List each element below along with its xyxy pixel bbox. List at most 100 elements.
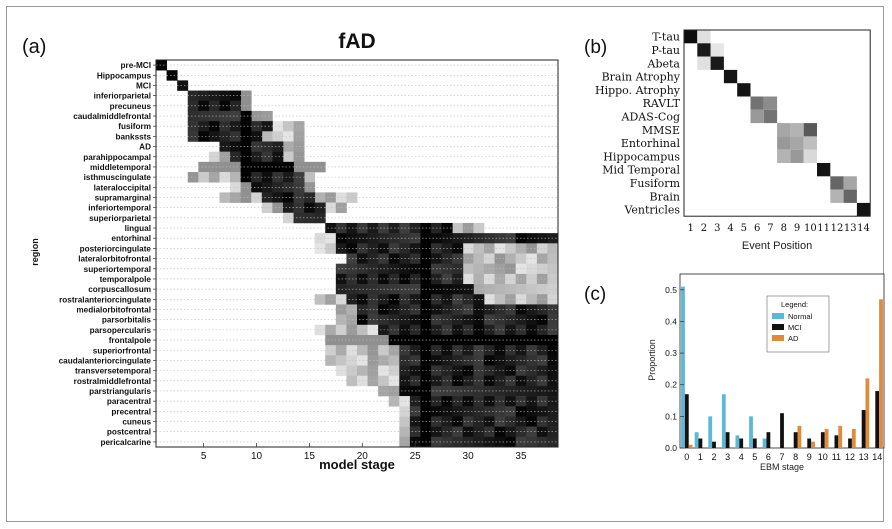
heatmap-a-cell-faint [314,233,326,244]
heatmap-a-cell [198,110,210,122]
x-tick-label-a: 20 [357,451,369,462]
bar-normal [694,432,699,448]
heatmap-a-cell [198,90,210,102]
heatmap-a-cell-faint [251,192,263,203]
heatmap-a-cell [335,263,347,275]
heatmap-a-cell-faint [304,182,316,193]
heatmap-a-cell-faint [325,243,337,254]
x-tick-label-b: 6 [754,223,760,234]
legend-swatch [772,324,784,330]
region-label: precuneus [110,102,152,111]
bar-normal [721,394,726,448]
heatmap-a-cell [219,100,231,112]
heatmap-a-cell [240,151,252,163]
heatmap-b-cell [710,43,724,57]
region-label: corpuscallosum [88,285,151,294]
bar-normal [735,435,740,448]
heatmap-a-cell-faint [272,121,284,132]
heatmap-a-cell-faint [325,355,337,366]
event-label: ADAS-Cog [621,110,680,123]
heatmap-a-cell-faint [219,151,231,163]
heatmap-b-cell [697,56,711,70]
x-tick-label-c: 7 [779,452,784,462]
heatmap-a-cell [357,284,368,295]
heatmap-a-cell [261,161,273,173]
heatmap-a-cell-faint [325,202,337,214]
heatmap-a-cell-faint [335,314,347,326]
heatmap-a-cell [346,222,358,234]
heatmap-a-cell [335,284,347,295]
x-tick-label-c: 1 [698,452,703,462]
x-tick-label-b: 1 [687,223,693,234]
heatmap-a-cell [346,243,358,254]
region-label: lateraloccipital [94,183,151,192]
legend-swatch [772,313,784,319]
region-label: frontalpole [109,336,152,345]
heatmap-a-cell-faint [314,294,326,305]
panel-c-label: (c) [584,284,606,305]
heatmap-a-cell-faint [240,182,252,193]
panel-b-label: (b) [584,37,607,58]
heatmap-a-cell-faint [357,345,368,356]
heatmap-a-cell [357,304,368,315]
heatmap-a-cell-faint [325,233,337,244]
region-label: medialorbitofrontal [76,306,151,315]
region-label: pre-MCI [121,61,151,70]
heatmap-a-cell [293,202,305,214]
y-tick-label-c: 0.4 [665,316,677,326]
bar-ad [811,441,815,448]
heatmap-a-cell-faint [198,161,210,173]
legend-title: Legend: [781,300,808,309]
heatmap-a-cell [261,121,273,132]
y-tick-label-c: 0.1 [665,411,677,421]
heatmap-a-cell-faint [219,172,231,183]
x-tick-label-b: 12 [831,223,844,234]
x-tick-label-a: 15 [304,451,316,462]
heatmap-a-cell [304,192,316,203]
x-tick-label-c: 4 [739,452,744,462]
heatmap-a-cell-faint [219,192,231,203]
event-label: MMSE [642,124,680,137]
x-tick-label-a: 35 [515,451,527,462]
heatmap-a-cell-faint [251,110,263,122]
x-tick-label-b: 5 [741,223,747,234]
region-label: lateralorbitofrontal [78,255,151,264]
region-label: rostralanteriorcingulate [59,295,151,304]
heatmap-a-cell-faint [230,172,242,183]
heatmap-a-cell [187,100,199,112]
heatmap-b-cell [830,176,844,190]
heatmap-a-cell-faint [335,355,347,366]
heatmap-a-cell-faint [282,212,294,224]
heatmap-a-cell-faint [261,110,273,122]
heatmap-a-cell-faint [346,334,358,346]
heatmap-a-cell [230,100,242,112]
x-tick-label-c: 8 [793,452,798,462]
heatmap-a-cell-faint [335,345,347,356]
x-tick-label-b: 9 [794,223,800,234]
bar-ad [851,429,856,448]
heatmap-b-cell [737,83,751,97]
heatmap-b-cell [750,96,764,110]
heatmap-b-cell [750,109,764,124]
heatmap-a-cell-faint [198,172,210,183]
x-axis-label-b: Event Position [742,240,812,252]
heatmap-a-cell [208,100,220,112]
heatmap-b-cell [843,176,857,190]
x-tick-label-c: 10 [818,452,828,462]
bar-mci [766,432,771,448]
x-tick-label-b: 4 [727,223,733,234]
bar-normal [708,416,713,448]
heatmap-a-cell [230,90,242,102]
heatmap-b-cell [843,189,857,203]
x-tick-label-b: 3 [714,223,720,234]
heatmap-a-cell [272,192,284,203]
heatmap-a-cell-faint [293,131,305,142]
bar-mci [793,432,798,448]
heatmap-a-cell-faint [230,182,242,193]
y-tick-label-c: 0.3 [665,348,677,358]
heatmap-a-cell [240,110,252,122]
region-label: middletemporal [90,163,151,172]
x-tick-label-a: 10 [251,451,263,462]
event-label: Fusiform [630,177,681,190]
heatmap-a-cell [261,192,273,203]
